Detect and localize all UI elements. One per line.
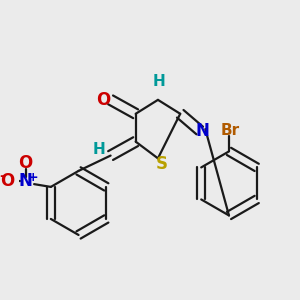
Text: O: O	[1, 172, 15, 190]
Text: O: O	[97, 91, 111, 109]
Text: -: -	[0, 169, 5, 183]
Text: H: H	[153, 74, 166, 89]
Text: H: H	[93, 142, 106, 158]
Text: S: S	[156, 155, 168, 173]
Text: +: +	[27, 171, 38, 184]
Text: N: N	[19, 172, 33, 190]
Text: N: N	[196, 122, 209, 140]
Text: Br: Br	[221, 123, 240, 138]
Text: O: O	[19, 154, 33, 172]
